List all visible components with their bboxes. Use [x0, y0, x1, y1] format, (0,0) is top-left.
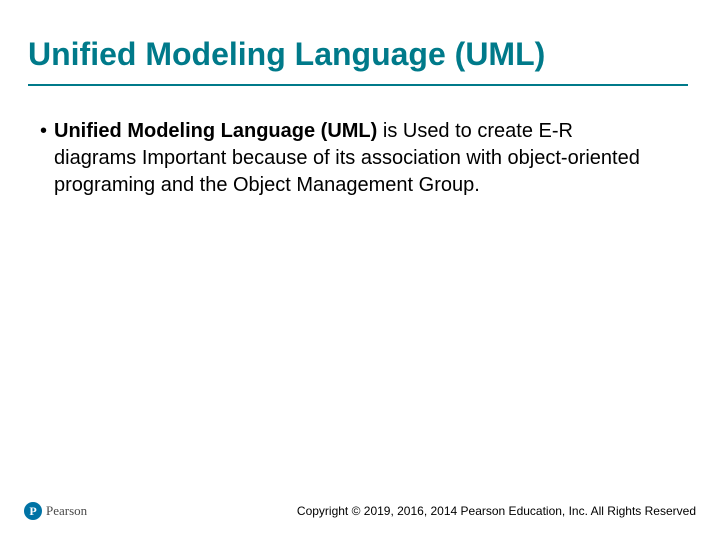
copyright-text: Copyright © 2019, 2016, 2014 Pearson Edu…: [297, 504, 696, 518]
slide-body: • Unified Modeling Language (UML) is Use…: [40, 118, 660, 199]
brand-name: Pearson: [46, 503, 87, 519]
brand-mark-icon: P: [24, 502, 42, 520]
bullet-bold-lead: Unified Modeling Language (UML): [54, 120, 377, 142]
bullet-dot-icon: •: [40, 118, 54, 145]
bullet-item: • Unified Modeling Language (UML) is Use…: [40, 118, 660, 199]
slide: { "title": { "text": "Unified Modeling L…: [0, 0, 720, 540]
slide-title: Unified Modeling Language (UML): [28, 36, 688, 73]
bullet-text: Unified Modeling Language (UML) is Used …: [54, 118, 660, 199]
title-underline: [28, 84, 688, 86]
brand-logo: P Pearson: [24, 502, 87, 520]
slide-footer: P Pearson Copyright © 2019, 2016, 2014 P…: [0, 490, 720, 540]
